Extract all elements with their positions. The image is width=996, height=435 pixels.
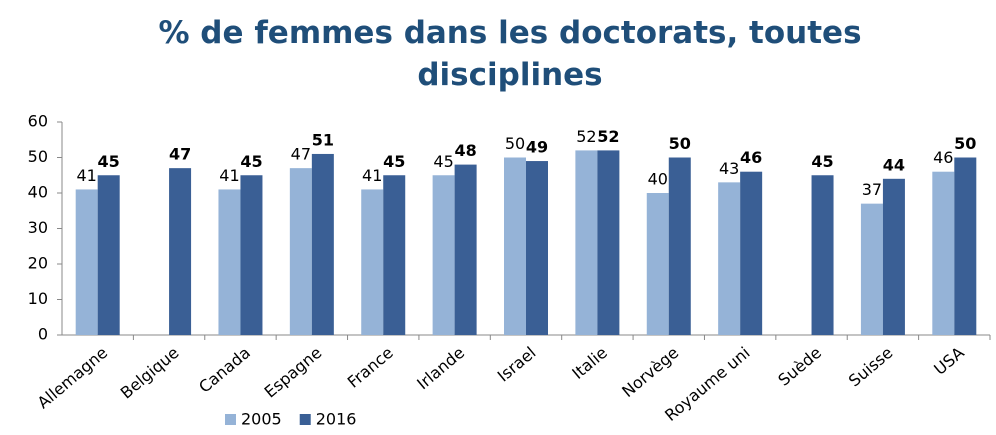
- x-tick-label: Suède: [774, 343, 825, 390]
- bar: [432, 175, 455, 335]
- bar: [668, 157, 691, 335]
- bar: [646, 193, 669, 335]
- data-label: 41: [362, 166, 382, 185]
- x-tick-label: Belgique: [117, 343, 183, 403]
- x-tick-label: USA: [930, 343, 968, 379]
- x-tick-label: Canada: [195, 343, 254, 397]
- data-label: 50: [954, 134, 976, 153]
- bar: [597, 150, 620, 335]
- bar: [932, 171, 955, 335]
- data-label: 41: [77, 166, 97, 185]
- x-tick-label: Allemagne: [34, 343, 111, 412]
- data-label: 47: [291, 145, 311, 164]
- bar: [575, 150, 598, 335]
- bar: [75, 189, 98, 335]
- y-tick-label: 60: [28, 112, 48, 131]
- bar: [311, 153, 334, 335]
- data-label: 46: [740, 148, 762, 167]
- data-label: 49: [526, 138, 548, 157]
- data-label: 45: [433, 152, 453, 171]
- data-label: 43: [719, 159, 739, 178]
- data-label: 45: [240, 152, 262, 171]
- bar: [289, 168, 312, 335]
- data-label: 50: [505, 134, 525, 153]
- x-tick-label: Irlande: [413, 343, 468, 393]
- y-tick-label: 10: [28, 289, 48, 308]
- x-tick-label: Italie: [568, 343, 610, 383]
- x-tick-label: Suisse: [845, 343, 896, 391]
- bar: [718, 182, 741, 335]
- data-label: 50: [669, 134, 691, 153]
- bar: [240, 175, 263, 335]
- data-label: 52: [576, 127, 596, 146]
- y-tick-label: 30: [28, 218, 48, 237]
- data-label: 47: [169, 145, 191, 164]
- data-label: 52: [597, 127, 619, 146]
- y-tick-label: 0: [38, 325, 48, 344]
- legend-label: 2016: [316, 410, 357, 429]
- data-label: 51: [312, 130, 334, 149]
- bar: [454, 164, 477, 335]
- data-label: 37: [862, 180, 882, 199]
- bar: [740, 171, 763, 335]
- bar: [860, 203, 883, 335]
- y-tick-label: 50: [28, 147, 48, 166]
- bar: [169, 168, 192, 335]
- bar: [811, 175, 834, 335]
- legend-swatch: [225, 414, 236, 425]
- bar: [383, 175, 406, 335]
- y-tick-label: 40: [28, 183, 48, 202]
- bar: [954, 157, 977, 335]
- data-label: 45: [811, 152, 833, 171]
- data-label: 45: [98, 152, 120, 171]
- bar: [361, 189, 384, 335]
- data-label: 40: [648, 170, 668, 189]
- chart-title: % de femmes dans les doctorats, toutes d…: [158, 15, 862, 93]
- bar: [218, 189, 241, 335]
- x-tick-label: Norvège: [618, 343, 682, 401]
- bar: [882, 178, 905, 335]
- legend-swatch: [299, 414, 311, 425]
- data-label: 46: [933, 148, 953, 167]
- data-label: 41: [219, 166, 239, 185]
- x-tick-label: Israel: [494, 343, 540, 386]
- legend-label: 2005: [241, 410, 282, 429]
- data-label: 44: [883, 155, 905, 174]
- x-tick-label: Espagne: [261, 343, 326, 402]
- y-tick-label: 20: [28, 254, 48, 273]
- bar: [526, 161, 548, 335]
- bar: [504, 157, 526, 335]
- data-label: 45: [383, 152, 405, 171]
- bar: [97, 175, 120, 335]
- x-tick-label: France: [344, 343, 397, 392]
- data-label: 48: [454, 141, 476, 160]
